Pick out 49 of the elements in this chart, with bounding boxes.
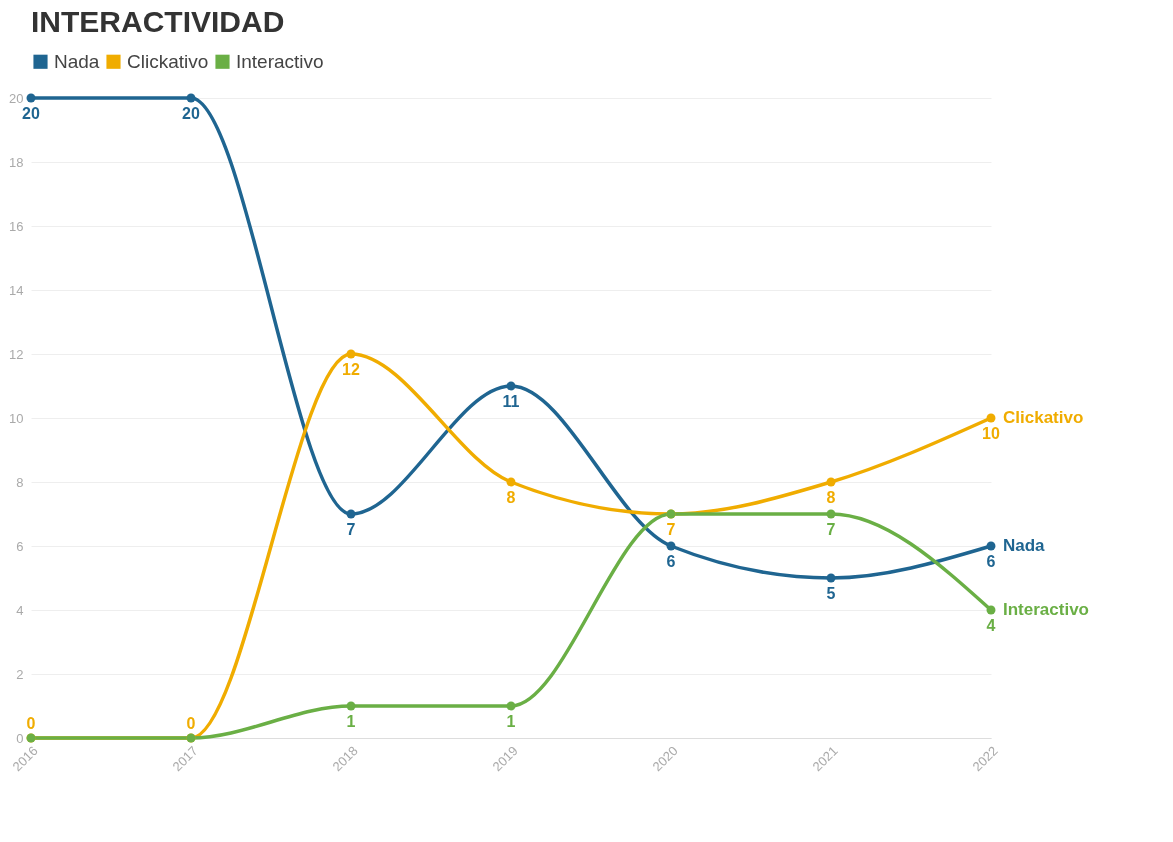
data-label: 7 bbox=[346, 521, 356, 538]
data-label: 7 bbox=[826, 521, 836, 538]
data-label: 1 bbox=[506, 713, 516, 730]
data-label: 20 bbox=[182, 105, 200, 122]
point bbox=[186, 93, 196, 103]
point bbox=[346, 509, 356, 519]
y-tick-label: 16 bbox=[9, 218, 24, 234]
y-tick-label: 6 bbox=[16, 538, 24, 554]
point bbox=[986, 605, 996, 615]
point bbox=[506, 701, 516, 711]
point bbox=[346, 349, 356, 359]
point bbox=[986, 413, 996, 423]
chart-title: INTERACTIVIDAD bbox=[31, 5, 285, 38]
point bbox=[26, 93, 36, 103]
legend-label: Nada bbox=[54, 50, 100, 72]
data-label: 8 bbox=[826, 489, 836, 506]
text: Clickativo bbox=[1003, 408, 1084, 427]
point bbox=[826, 477, 836, 487]
point bbox=[986, 541, 996, 551]
point bbox=[826, 509, 836, 519]
point bbox=[826, 573, 836, 583]
data-label: 11 bbox=[502, 393, 520, 410]
data-label: 7 bbox=[666, 521, 676, 538]
point bbox=[666, 541, 676, 551]
data-label: 8 bbox=[506, 489, 516, 506]
data-label: 12 bbox=[342, 361, 360, 378]
y-tick-label: 8 bbox=[16, 474, 24, 490]
y-tick-label: 4 bbox=[16, 602, 24, 618]
data-label: 1 bbox=[346, 713, 356, 730]
y-tick-label: 20 bbox=[9, 90, 24, 106]
y-tick-label: 10 bbox=[9, 410, 24, 426]
text: Interactivo bbox=[1003, 600, 1089, 619]
data-label: 10 bbox=[982, 425, 1000, 442]
data-label: 0 bbox=[186, 715, 196, 732]
data-label: 6 bbox=[986, 553, 996, 570]
y-tick-label: 18 bbox=[9, 154, 24, 170]
y-tick-label: 2 bbox=[16, 666, 24, 682]
y-tick-label: 12 bbox=[9, 346, 24, 362]
legend-label: Clickativo bbox=[127, 50, 209, 72]
y-tick-label: 14 bbox=[9, 282, 24, 298]
point bbox=[506, 381, 516, 391]
data-label: 5 bbox=[826, 585, 836, 602]
text: Nada bbox=[1003, 536, 1045, 555]
data-label: 4 bbox=[986, 617, 996, 634]
legend-label: Interactivo bbox=[236, 50, 324, 72]
y-tick-label: 0 bbox=[16, 730, 24, 746]
point bbox=[346, 701, 356, 711]
point bbox=[506, 477, 516, 487]
data-label: 6 bbox=[666, 553, 676, 570]
